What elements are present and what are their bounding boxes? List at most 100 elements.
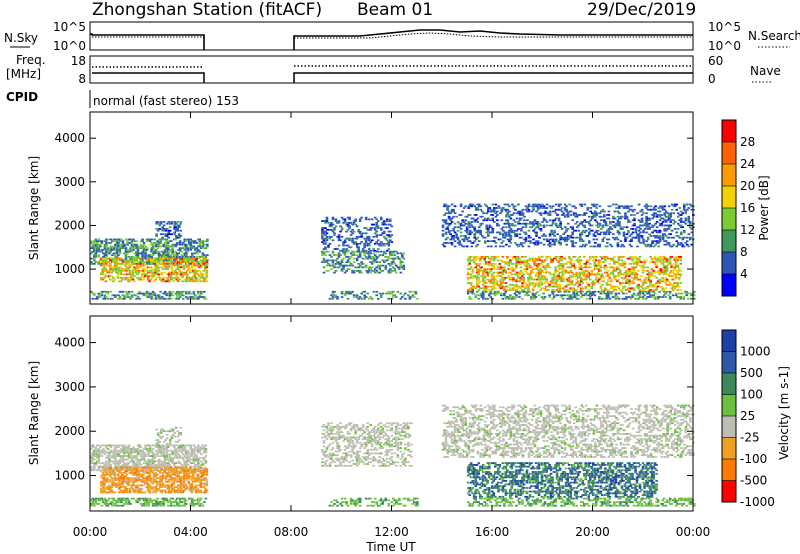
power-echo-cell — [465, 229, 469, 232]
power-echo-cell — [471, 271, 474, 274]
power-echo-cell — [676, 296, 680, 298]
power-echo-cell — [91, 250, 95, 253]
power-echo-cell — [449, 233, 452, 236]
power-echo-cell — [330, 259, 333, 262]
power-echo-cell — [652, 208, 656, 211]
power-echo-cell — [150, 249, 153, 251]
power-echo-cell — [668, 259, 672, 262]
power-echo-cell — [483, 242, 487, 244]
power-echo-cell — [165, 235, 169, 237]
power-echo-cell — [486, 256, 490, 258]
power-echo-cell — [649, 261, 652, 263]
power-echo-cell — [370, 269, 374, 272]
power-echo-cell — [671, 283, 675, 286]
power-echo-cell — [381, 221, 385, 224]
power-echo-cell — [180, 290, 184, 293]
power-echo-cell — [375, 269, 379, 272]
power-echo-cell — [506, 276, 509, 279]
power-echo-cell — [622, 273, 625, 276]
power-echo-cell — [502, 229, 505, 232]
power-echo-cell — [135, 254, 138, 256]
power-echo-cell — [205, 269, 209, 272]
power-echo-cell — [509, 242, 513, 244]
power-echo-cell — [485, 224, 489, 227]
power-echo-cell — [145, 259, 148, 262]
power-echo-cell — [167, 271, 171, 274]
power-echo-cell — [688, 226, 692, 229]
power-echo-cell — [149, 266, 153, 269]
power-echo-cell — [600, 215, 603, 218]
velocity-echo-cell — [118, 462, 122, 465]
power-echo-cell — [645, 240, 648, 243]
power-echo-cell — [554, 268, 557, 270]
power-echo-cell — [530, 276, 533, 279]
power-echo-cell — [188, 269, 192, 272]
power-echo-cell — [620, 264, 624, 267]
power-echo-cell — [192, 240, 196, 243]
power-echo-cell — [492, 266, 496, 269]
power-echo-cell — [154, 250, 158, 253]
power-echo-cell — [618, 221, 621, 223]
power-echo-cell — [563, 208, 567, 211]
power-echo-cell — [201, 243, 205, 246]
power-echo-cell — [382, 244, 386, 247]
velocity-echo-cell — [114, 453, 117, 456]
power-echo-cell — [382, 223, 386, 226]
power-echo-cell — [504, 271, 508, 274]
power-echo-cell — [677, 276, 681, 279]
velocity-echo-cell — [123, 446, 126, 449]
power-echo-cell — [202, 257, 206, 260]
power-echo-cell — [204, 276, 207, 279]
power-echo-cell — [333, 290, 336, 293]
power-echo-cell — [129, 297, 132, 300]
power-echo-cell — [506, 219, 510, 222]
power-echo-cell — [504, 276, 508, 279]
power-echo-cell — [594, 210, 597, 213]
power-echo-cell — [641, 296, 645, 298]
power-echo-cell — [670, 208, 674, 211]
power-echo-cell — [97, 245, 101, 248]
power-echo-cell — [195, 257, 199, 260]
power-echo-cell — [555, 275, 559, 277]
power-echo-cell — [572, 296, 575, 298]
velocity-echo-cell — [117, 446, 120, 449]
power-echo-cell — [578, 268, 582, 270]
power-echo-cell — [677, 269, 681, 272]
power-echo-cell — [524, 236, 528, 239]
power-echo-cell — [587, 283, 591, 286]
power-echo-cell — [196, 269, 200, 272]
power-echo-cell — [464, 219, 467, 222]
power-echo-cell — [662, 257, 666, 260]
power-echo-cell — [120, 243, 123, 246]
velocity-echo-cell — [105, 462, 108, 465]
power-echo-cell — [502, 245, 505, 248]
power-echo-cell — [198, 261, 201, 263]
power-echo-cell — [364, 218, 368, 221]
power-echo-cell — [512, 262, 515, 265]
power-echo-cell — [501, 256, 505, 258]
power-echo-cell — [509, 228, 513, 230]
power-echo-cell — [453, 222, 457, 225]
power-echo-cell — [328, 235, 332, 238]
power-echo-cell — [527, 287, 530, 290]
power-echo-cell — [480, 296, 484, 298]
power-echo-cell — [118, 240, 122, 243]
power-echo-cell — [106, 271, 109, 274]
power-echo-cell — [623, 276, 627, 279]
power-echo-cell — [530, 296, 533, 298]
nave-label: Nave — [750, 64, 781, 78]
power-echo-cell — [676, 212, 680, 215]
power-echo-cell — [669, 224, 672, 227]
power-echo-cell — [480, 287, 484, 290]
power-echo-cell — [469, 283, 473, 286]
power-echo-cell — [523, 231, 526, 234]
power-echo-cell — [133, 266, 136, 269]
power-echo-cell — [385, 227, 389, 229]
power-echo-cell — [545, 256, 548, 258]
power-echo-cell — [150, 238, 153, 241]
power-echo-cell — [657, 210, 660, 213]
power-echo-cell — [508, 240, 511, 243]
power-echo-cell — [639, 242, 642, 244]
power-echo-cell — [501, 271, 505, 274]
power-echo-cell — [478, 266, 482, 269]
